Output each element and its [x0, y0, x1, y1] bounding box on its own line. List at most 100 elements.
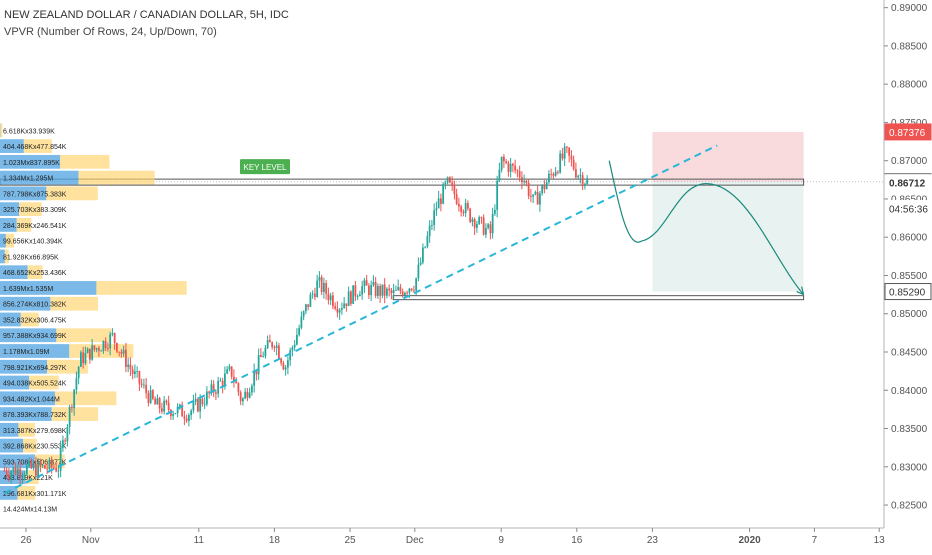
candle-body — [69, 407, 71, 427]
candle-body — [4, 471, 6, 472]
candle-body — [251, 386, 253, 393]
volume-profile-label: 1.334Mx1.295M — [3, 176, 53, 183]
candle-body — [364, 280, 366, 286]
candle-body — [562, 154, 564, 159]
candle-body — [15, 467, 17, 474]
candle-body — [339, 310, 341, 313]
candle-body — [352, 285, 354, 303]
candle-body — [242, 398, 244, 401]
candle-body — [269, 340, 271, 342]
candle-body — [28, 461, 30, 466]
candle-body — [267, 340, 269, 348]
candle-body — [388, 289, 390, 290]
candle-body — [199, 399, 201, 412]
candle-body — [312, 294, 314, 295]
candle-body — [195, 399, 197, 402]
candle-body — [283, 363, 285, 369]
candle-body — [454, 185, 456, 194]
candle-body — [553, 174, 555, 176]
volume-profile-label: 494.038Kx505.524K — [3, 381, 67, 388]
candle-body — [526, 181, 528, 183]
candle-body — [325, 283, 327, 294]
candle-body — [334, 306, 336, 308]
price-axis-label: 0.86000 — [891, 233, 928, 244]
candle-body — [44, 465, 46, 468]
candle-body — [481, 217, 483, 218]
candle-body — [103, 341, 105, 351]
volume-profile-label: 1.178Mx1.09M — [3, 349, 49, 356]
candle-body — [175, 413, 177, 414]
time-axis-label: 26 — [20, 535, 32, 546]
candle-body — [463, 212, 465, 213]
candle-body — [458, 204, 460, 207]
candle-body — [415, 278, 417, 290]
candle-body — [53, 467, 55, 468]
candle-body — [343, 303, 345, 308]
candle-body — [539, 193, 541, 204]
candle-body — [584, 184, 586, 186]
candle-body — [348, 292, 350, 306]
candle-body — [546, 182, 548, 189]
candle-body — [161, 408, 163, 411]
candle-body — [298, 328, 300, 335]
candle-body — [116, 343, 118, 352]
candle-body — [379, 286, 381, 296]
candle-body — [409, 289, 411, 293]
candle-body — [440, 198, 442, 203]
candle-body — [276, 346, 278, 348]
candle-body — [262, 356, 264, 357]
candle-body — [6, 471, 8, 475]
candle-body — [391, 290, 393, 293]
candle-body — [64, 440, 66, 441]
candle-body — [184, 416, 186, 418]
candle-body — [373, 282, 375, 285]
volume-profile-label: 1.023Mx837.895K — [3, 160, 60, 167]
candle-body — [73, 390, 75, 408]
candle-body — [139, 371, 141, 383]
candle-body — [87, 349, 89, 353]
candle-body — [40, 462, 42, 467]
candle-body — [580, 175, 582, 176]
candle-body — [406, 293, 408, 294]
candle-body — [310, 295, 312, 307]
time-axis-label: 16 — [571, 535, 583, 546]
candle-body — [292, 347, 294, 350]
candle-body — [186, 419, 188, 421]
candle-body — [519, 171, 521, 177]
candle-body — [386, 289, 388, 296]
candle-body — [285, 368, 287, 370]
candle-body — [80, 352, 82, 367]
candle-body — [483, 217, 485, 234]
candle-body — [303, 311, 305, 317]
candle-body — [260, 355, 262, 357]
candle-body — [249, 392, 251, 397]
candle-body — [402, 291, 404, 295]
candle-body — [145, 385, 147, 393]
candle-body — [105, 341, 107, 348]
candle-body — [67, 427, 69, 441]
candle-body — [573, 160, 575, 170]
candle-body — [37, 462, 39, 476]
stop-loss-zone — [652, 132, 803, 182]
volume-profile-label: 81.928Kx66.895K — [3, 254, 59, 261]
candle-body — [82, 352, 84, 363]
candle-body — [197, 399, 199, 411]
candle-body — [238, 383, 240, 392]
volume-profile-label: 1.639Mx1.535M — [3, 286, 53, 293]
candle-body — [193, 402, 195, 411]
volume-profile-down-bar — [55, 391, 116, 405]
volume-profile-down-bar — [60, 155, 109, 169]
candle-body — [375, 282, 377, 296]
time-axis-label: 23 — [647, 535, 659, 546]
candle-body — [465, 203, 467, 213]
volume-profile-label: 284.369Kx246.541K — [3, 223, 67, 230]
candle-body — [467, 203, 469, 209]
candle-body — [33, 464, 35, 468]
time-axis-label: 9 — [498, 535, 504, 546]
candle-body — [397, 287, 399, 290]
candle-body — [96, 348, 98, 349]
candle-body — [427, 236, 429, 247]
volume-profile-label: 468.652Kx253.436K — [3, 270, 67, 277]
candle-body — [514, 166, 516, 171]
candle-body — [112, 333, 114, 334]
